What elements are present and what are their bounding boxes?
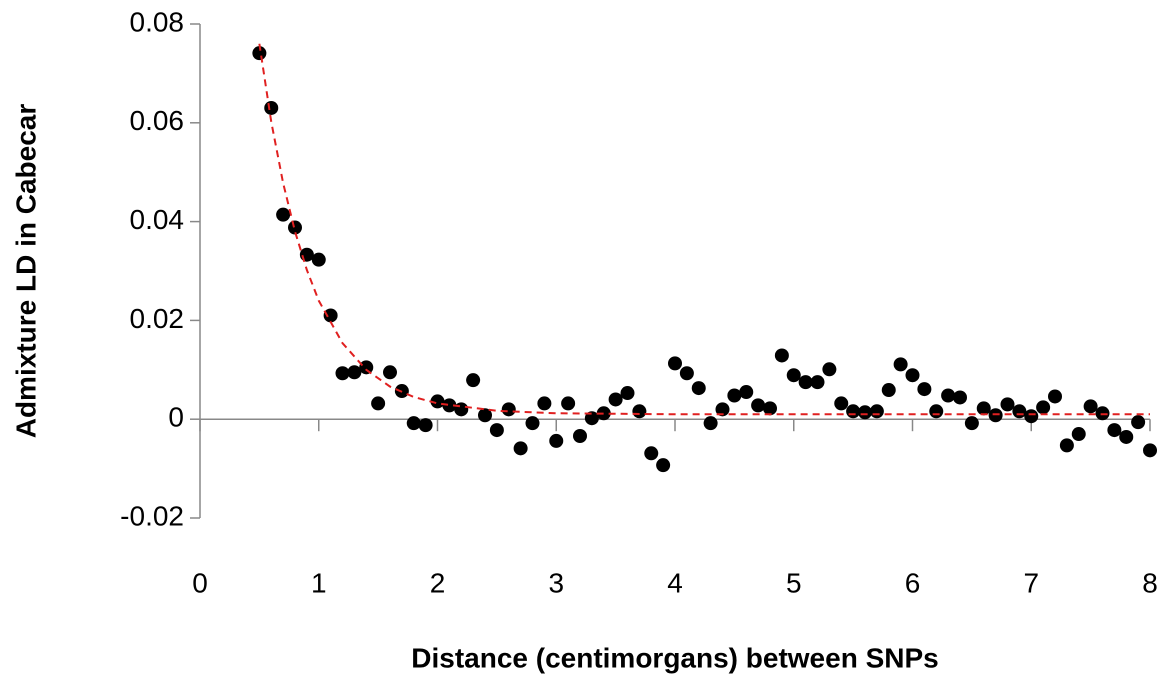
- data-point: [264, 100, 279, 115]
- data-point: [929, 404, 944, 419]
- data-point: [596, 406, 611, 421]
- data-point: [252, 46, 267, 61]
- data-point: [941, 388, 956, 403]
- data-point: [406, 416, 421, 431]
- data-point: [561, 396, 576, 411]
- data-point: [691, 381, 706, 396]
- x-axis-title: Distance (centimorgans) between SNPs: [411, 642, 938, 673]
- data-point: [822, 362, 837, 377]
- x-tick-label: 0: [192, 567, 208, 598]
- x-tick-label: 4: [667, 567, 683, 598]
- x-tick-label: 6: [905, 567, 921, 598]
- data-point: [656, 458, 671, 473]
- data-point: [739, 385, 754, 400]
- data-point: [359, 360, 374, 375]
- data-point: [1083, 399, 1098, 414]
- y-tick-label: -0.02: [120, 500, 184, 531]
- data-point: [798, 375, 813, 390]
- data-point: [1143, 443, 1157, 458]
- data-point: [774, 348, 789, 363]
- x-tick-label: 5: [786, 567, 802, 598]
- data-point: [620, 386, 635, 401]
- data-point: [537, 396, 552, 411]
- data-point: [1071, 427, 1086, 442]
- x-tick-label: 8: [1142, 567, 1158, 598]
- data-point: [288, 220, 302, 235]
- data-point: [668, 356, 682, 371]
- data-point: [964, 416, 979, 431]
- data-point: [276, 207, 291, 222]
- data-point: [881, 383, 896, 398]
- data-point: [501, 402, 516, 417]
- y-tick-label: 0.08: [130, 6, 185, 37]
- data-point: [1119, 429, 1134, 444]
- data-point: [834, 396, 849, 411]
- data-point: [786, 368, 801, 383]
- data-point: [1000, 397, 1015, 412]
- data-point: [1048, 389, 1062, 404]
- data-point: [1024, 409, 1039, 424]
- y-axis-title: Admixture LD in Cabecar: [10, 104, 41, 439]
- data-point: [810, 375, 825, 390]
- data-point: [430, 394, 445, 409]
- data-point: [478, 408, 492, 423]
- data-point: [703, 416, 718, 431]
- data-point: [442, 398, 457, 413]
- y-tick-label: 0.02: [130, 303, 185, 334]
- data-point: [715, 402, 730, 417]
- data-point: [905, 368, 920, 383]
- data-point: [335, 366, 350, 381]
- data-point: [869, 404, 884, 419]
- data-point: [976, 401, 991, 416]
- x-tick-label: 2: [430, 567, 446, 598]
- data-point: [323, 308, 338, 323]
- data-point: [608, 392, 623, 407]
- data-point: [1059, 438, 1074, 453]
- data-point: [751, 398, 766, 413]
- data-point: [953, 390, 967, 405]
- data-point: [644, 446, 659, 461]
- y-tick-label: 0.04: [130, 204, 185, 235]
- x-tick-label: 3: [548, 567, 564, 598]
- data-point: [383, 365, 397, 380]
- x-tick-label: 1: [311, 567, 327, 598]
- data-point: [454, 402, 469, 417]
- data-point: [549, 433, 564, 448]
- data-point: [1107, 423, 1122, 438]
- data-point: [489, 423, 504, 438]
- data-point: [311, 252, 326, 267]
- data-point: [525, 416, 540, 431]
- data-point: [513, 441, 528, 456]
- y-tick-label: 0.06: [130, 105, 185, 136]
- data-point: [763, 401, 777, 416]
- data-point: [727, 388, 742, 403]
- data-point: [347, 365, 362, 380]
- x-tick-label: 7: [1023, 567, 1039, 598]
- data-point: [418, 418, 433, 433]
- data-point: [917, 382, 932, 397]
- data-point: [573, 428, 587, 443]
- data-point: [466, 373, 481, 388]
- data-point: [584, 411, 599, 426]
- data-point: [858, 405, 872, 420]
- data-point: [893, 357, 908, 372]
- data-point: [1131, 415, 1146, 430]
- data-point: [679, 366, 694, 381]
- y-tick-label: 0: [168, 402, 184, 433]
- data-point: [371, 396, 386, 411]
- data-point: [1036, 400, 1051, 415]
- fit-line: [258, 43, 1150, 416]
- data-point: [632, 404, 647, 419]
- data-point: [846, 404, 861, 419]
